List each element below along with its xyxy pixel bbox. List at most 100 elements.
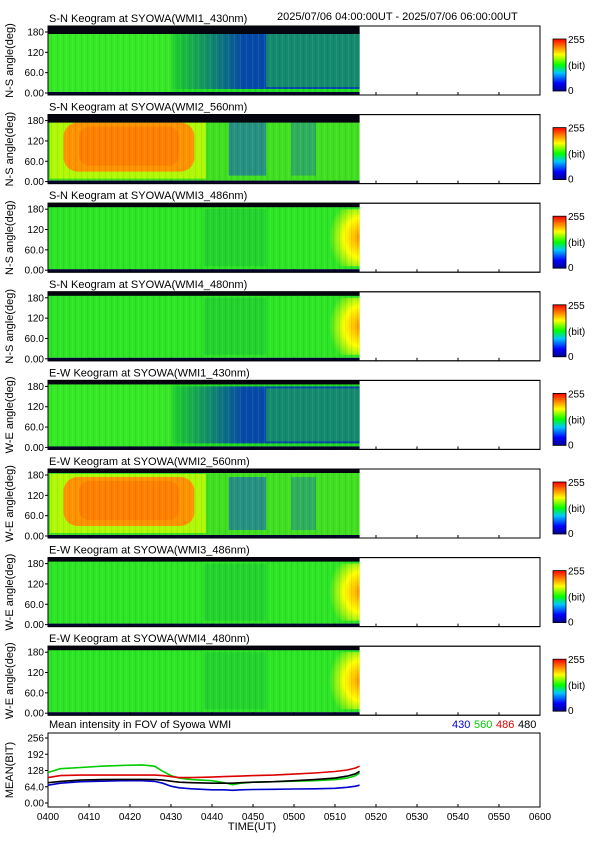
colorbar-max-label: 255: [568, 301, 585, 312]
keogram-title: S-N Keogram at SYOWA(WMI2_560nm): [49, 102, 247, 114]
keogram-title: S-N Keogram at SYOWA(WMI4_480nm): [49, 279, 247, 291]
keogram-bottom-edge: [48, 446, 360, 450]
colorbar: [552, 658, 567, 712]
keogram-bottom-edge: [48, 357, 360, 361]
colorbar: [552, 570, 567, 623]
legend-entry-560: 560: [474, 719, 492, 731]
series-line-430: [47, 779, 360, 792]
mean-panel-title: Mean intensity in FOV of Syowa WMI: [49, 719, 231, 731]
keogram-ytick-label: 120: [27, 491, 44, 502]
keogram-bottom-edge: [48, 712, 360, 716]
keogram-panel-6: E-W Keogram at SYOWA(WMI2_560nm) 0.00 60.0…: [4, 456, 585, 543]
keogram-ytick-label: 120: [27, 314, 44, 325]
colorbar-min-label: 0: [568, 529, 574, 540]
colorbar-max-label: 255: [568, 124, 585, 135]
keogram-ytick-label: 60.0: [25, 157, 45, 168]
keogram-ytick-label: 60.0: [25, 511, 45, 522]
keogram-panel-2: S-N Keogram at SYOWA(WMI2_560nm) 0.00 60.0…: [4, 102, 585, 189]
keogram-ytick-label: 180: [27, 116, 44, 127]
keogram-texture: [48, 117, 360, 181]
keogram-bottom-edge: [48, 535, 360, 538]
colorbar: [552, 215, 567, 269]
series-line-480: [47, 770, 361, 785]
keogram-top-edge: [48, 203, 360, 208]
mean-xtick-label: 0440: [201, 812, 224, 823]
colorbar-unit-label: (bit): [568, 415, 585, 426]
keogram-texture: [48, 383, 360, 447]
keogram-title: S-N Keogram at SYOWA(WMI3_486nm): [49, 190, 247, 202]
keogram-ytick-label: 180: [27, 205, 44, 216]
keogram-panel-8: E-W Keogram at SYOWA(WMI4_480nm) 0.00 60.0…: [4, 633, 585, 720]
keogram-panel-4: S-N Keogram at SYOWA(WMI4_480nm) 0.00 60.0…: [4, 279, 585, 366]
colorbar-min-label: 0: [568, 263, 574, 274]
mean-xtick-label: 0510: [324, 812, 347, 823]
keogram-panel-1: S-N Keogram at SYOWA(WMI1_430nm) 0.00 60.0…: [4, 13, 585, 100]
mean-ylabel: MEAN(BIT): [4, 742, 16, 798]
keogram-bottom-edge: [48, 623, 360, 627]
mean-xtick-label: 0540: [447, 812, 470, 823]
keogram-ytick-label: 120: [27, 579, 44, 590]
keogram-ylabel: N-S angle(deg): [4, 289, 16, 364]
keogram-ytick-label: 60.0: [25, 245, 45, 256]
keogram-texture: [48, 649, 360, 713]
keogram-bottom-edge: [48, 269, 360, 273]
colorbar-min-label: 0: [568, 706, 574, 717]
keogram-top-edge: [48, 26, 360, 34]
keogram-ylabel: N-S angle(deg): [4, 200, 16, 275]
colorbar-max-label: 255: [568, 567, 585, 578]
mean-ytick-label: 256: [27, 734, 44, 745]
keogram-ytick-label: 60.0: [25, 423, 45, 434]
colorbar-max-label: 255: [568, 212, 585, 223]
colorbar-max-label: 255: [568, 478, 585, 489]
colorbar-max-label: 255: [568, 389, 585, 400]
series-line-560: [47, 764, 361, 786]
keogram-texture: [48, 560, 360, 624]
mean-intensity-panel: Mean intensity in FOV of Syowa WMI 430 560…: [4, 719, 552, 833]
keogram-ytick-label: 180: [27, 382, 44, 393]
keogram-ylabel: N-S angle(deg): [4, 23, 16, 98]
colorbar: [552, 127, 567, 180]
colorbar-min-label: 0: [568, 352, 574, 363]
keogram-ytick-label: 120: [27, 225, 44, 236]
colorbar-min-label: 0: [568, 86, 574, 97]
time-range-label: 2025/07/06 04:00:00UT - 2025/07/06 06:00…: [277, 11, 518, 23]
colorbar-unit-label: (bit): [568, 150, 585, 161]
keogram-ytick-label: 180: [27, 28, 44, 39]
keogram-ytick-label: 0.00: [25, 89, 45, 100]
mean-xtick-label: 0420: [119, 812, 142, 823]
keogram-ytick-label: 60.0: [25, 688, 45, 699]
colorbar-unit-label: (bit): [568, 681, 585, 692]
mean-ytick-label: 192: [27, 750, 44, 761]
mean-xtick-label: 0550: [488, 812, 511, 823]
keogram-ytick-label: 0.00: [25, 620, 45, 631]
colorbar-min-label: 0: [568, 175, 574, 186]
keogram-ytick-label: 0.00: [25, 266, 45, 277]
legend-entry-486: 486: [496, 719, 514, 731]
keogram-top-edge: [48, 114, 360, 123]
keogram-ylabel: W-E angle(deg): [4, 376, 16, 453]
keogram-ytick-label: 0.00: [25, 709, 45, 720]
keogram-texture: [48, 29, 360, 92]
keogram-panel-3: S-N Keogram at SYOWA(WMI3_486nm) 0.00 60.0…: [4, 190, 585, 277]
keogram-panel-5: E-W Keogram at SYOWA(WMI1_430nm) 0.00 60.0…: [4, 367, 585, 454]
colorbar-unit-label: (bit): [568, 504, 585, 515]
keogram-ytick-label: 120: [27, 136, 44, 147]
keogram-title: E-W Keogram at SYOWA(WMI2_560nm): [49, 456, 250, 468]
keogram-title: S-N Keogram at SYOWA(WMI1_430nm): [49, 13, 247, 25]
keogram-ylabel: N-S angle(deg): [4, 112, 16, 187]
colorbar-max-label: 255: [568, 35, 585, 46]
mean-ytick-label: 128: [27, 766, 44, 777]
mean-xtick-label: 0530: [406, 812, 429, 823]
keogram-bottom-edge: [48, 92, 360, 95]
colorbar: [552, 38, 567, 92]
colorbar-unit-label: (bit): [568, 593, 585, 604]
mean-xlabel: TIME(UT): [228, 821, 276, 833]
keogram-ytick-label: 60.0: [25, 68, 45, 79]
keogram-ytick-label: 0.00: [25, 443, 45, 454]
mean-xtick-label: 0600: [529, 812, 552, 823]
mean-xtick-label: 0500: [283, 812, 306, 823]
colorbar: [552, 304, 567, 358]
keogram-ytick-label: 120: [27, 48, 44, 59]
colorbar-min-label: 0: [568, 618, 574, 629]
